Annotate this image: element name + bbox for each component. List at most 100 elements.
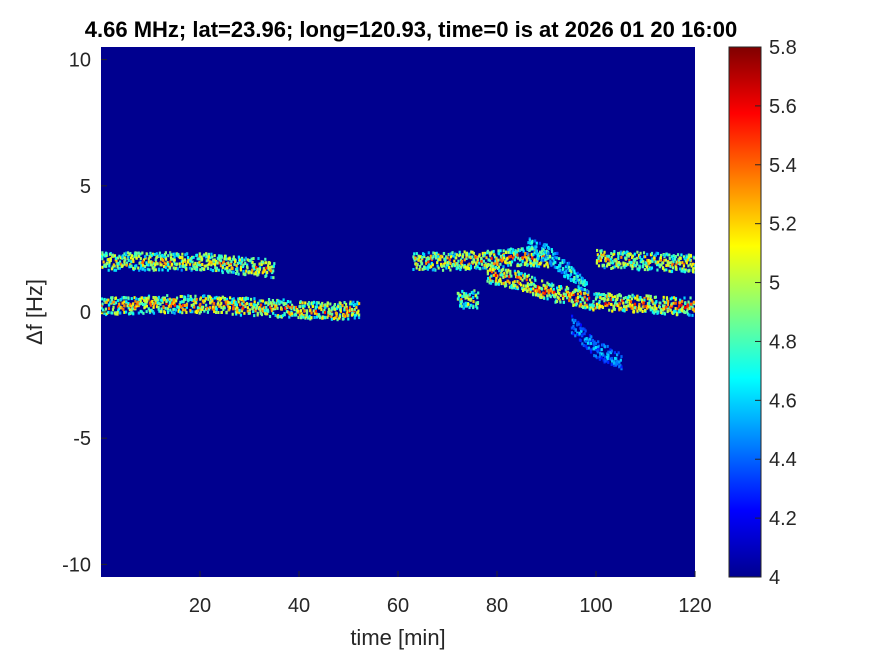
heat-cell xyxy=(290,303,294,307)
heat-cell xyxy=(650,266,654,270)
heat-cell xyxy=(521,256,524,260)
heat-cell xyxy=(543,287,546,291)
heat-cell xyxy=(338,313,342,317)
heat-cell xyxy=(124,296,127,300)
x-tick-label: 20 xyxy=(189,595,211,617)
heat-cell xyxy=(101,302,104,306)
heat-cell xyxy=(503,271,506,275)
heat-cell xyxy=(529,241,532,245)
heat-cell xyxy=(442,251,446,255)
heat-cell xyxy=(543,243,546,247)
heat-cell xyxy=(654,305,657,309)
heat-cell xyxy=(245,269,248,273)
heat-cell xyxy=(632,295,636,299)
heat-cell xyxy=(212,262,215,266)
heat-cell xyxy=(176,262,179,266)
heat-cell xyxy=(181,252,184,256)
heat-cell xyxy=(508,248,511,252)
heat-cell xyxy=(168,266,172,270)
heat-cell xyxy=(171,302,174,306)
heat-cell xyxy=(419,255,422,259)
heat-cell xyxy=(238,261,241,265)
heat-cell xyxy=(238,311,241,315)
heat-cell xyxy=(541,279,544,283)
heat-cell xyxy=(686,303,689,307)
heat-cell xyxy=(308,314,311,318)
heat-cell xyxy=(232,255,235,259)
heat-cell xyxy=(263,309,266,313)
heat-cell xyxy=(615,262,618,266)
heat-cell xyxy=(552,260,555,264)
heat-cell xyxy=(620,367,623,371)
heat-cell xyxy=(503,256,506,260)
heat-cell xyxy=(625,263,628,267)
heat-cell xyxy=(252,257,255,261)
heat-cell xyxy=(618,308,621,312)
heat-cell xyxy=(538,290,541,294)
heat-cell xyxy=(559,293,562,297)
heat-cell xyxy=(653,308,656,312)
heat-cell xyxy=(534,284,537,288)
heat-cell xyxy=(578,331,581,335)
heat-cell xyxy=(348,309,351,313)
heat-cell xyxy=(551,262,554,266)
heat-cell xyxy=(111,311,114,315)
heat-cell xyxy=(137,311,140,315)
heat-cell xyxy=(609,351,613,355)
heat-cell xyxy=(570,293,573,297)
heat-cell xyxy=(173,267,176,271)
heat-cell xyxy=(596,295,599,299)
colorbar-tick-label: 4.8 xyxy=(769,331,797,353)
heat-cell xyxy=(504,280,507,284)
heat-cell xyxy=(548,289,551,293)
heat-cell xyxy=(469,264,473,268)
heat-cell xyxy=(634,264,637,268)
heat-cell xyxy=(604,359,607,363)
heat-cell xyxy=(502,275,505,279)
heat-cell xyxy=(669,264,672,268)
heat-cell xyxy=(116,298,120,302)
heat-cell xyxy=(150,253,153,257)
heat-cell xyxy=(598,357,601,361)
heat-cell xyxy=(631,306,635,310)
heat-cell xyxy=(121,301,125,305)
heat-cell xyxy=(152,305,155,309)
heat-cell xyxy=(339,309,342,313)
heat-cell xyxy=(531,256,534,260)
heat-cell xyxy=(566,274,570,278)
heat-cell xyxy=(326,301,329,305)
heat-cell xyxy=(246,258,249,262)
heat-cell xyxy=(244,305,247,309)
heat-cell xyxy=(434,254,438,258)
heat-cell xyxy=(565,285,568,289)
heat-cell xyxy=(215,306,218,310)
heat-cell xyxy=(538,288,541,292)
heat-cell xyxy=(162,296,165,300)
heat-cell xyxy=(435,251,438,255)
heat-cell xyxy=(591,305,594,309)
heat-cell xyxy=(536,255,539,259)
heat-cell xyxy=(163,311,166,315)
heat-cell xyxy=(488,281,491,285)
heat-cell xyxy=(156,301,159,305)
heat-cell xyxy=(433,253,437,257)
heat-cell xyxy=(572,321,575,325)
heat-cell xyxy=(291,312,294,316)
heat-cell xyxy=(633,309,636,313)
heat-cell xyxy=(145,261,148,265)
heat-cell xyxy=(679,267,682,271)
heat-cell xyxy=(138,268,141,272)
heat-cell xyxy=(613,252,616,256)
heat-cell xyxy=(130,309,133,313)
heat-cell xyxy=(181,259,185,263)
heat-cell xyxy=(465,304,469,308)
heat-cell xyxy=(131,257,135,261)
heat-cell xyxy=(566,261,569,265)
heat-cell xyxy=(198,311,201,315)
heat-cell xyxy=(684,311,687,315)
signal-trace xyxy=(570,314,623,371)
heat-cell xyxy=(357,316,361,320)
heat-cell xyxy=(185,252,188,256)
heat-cell xyxy=(412,256,416,260)
heat-cell xyxy=(564,293,567,297)
